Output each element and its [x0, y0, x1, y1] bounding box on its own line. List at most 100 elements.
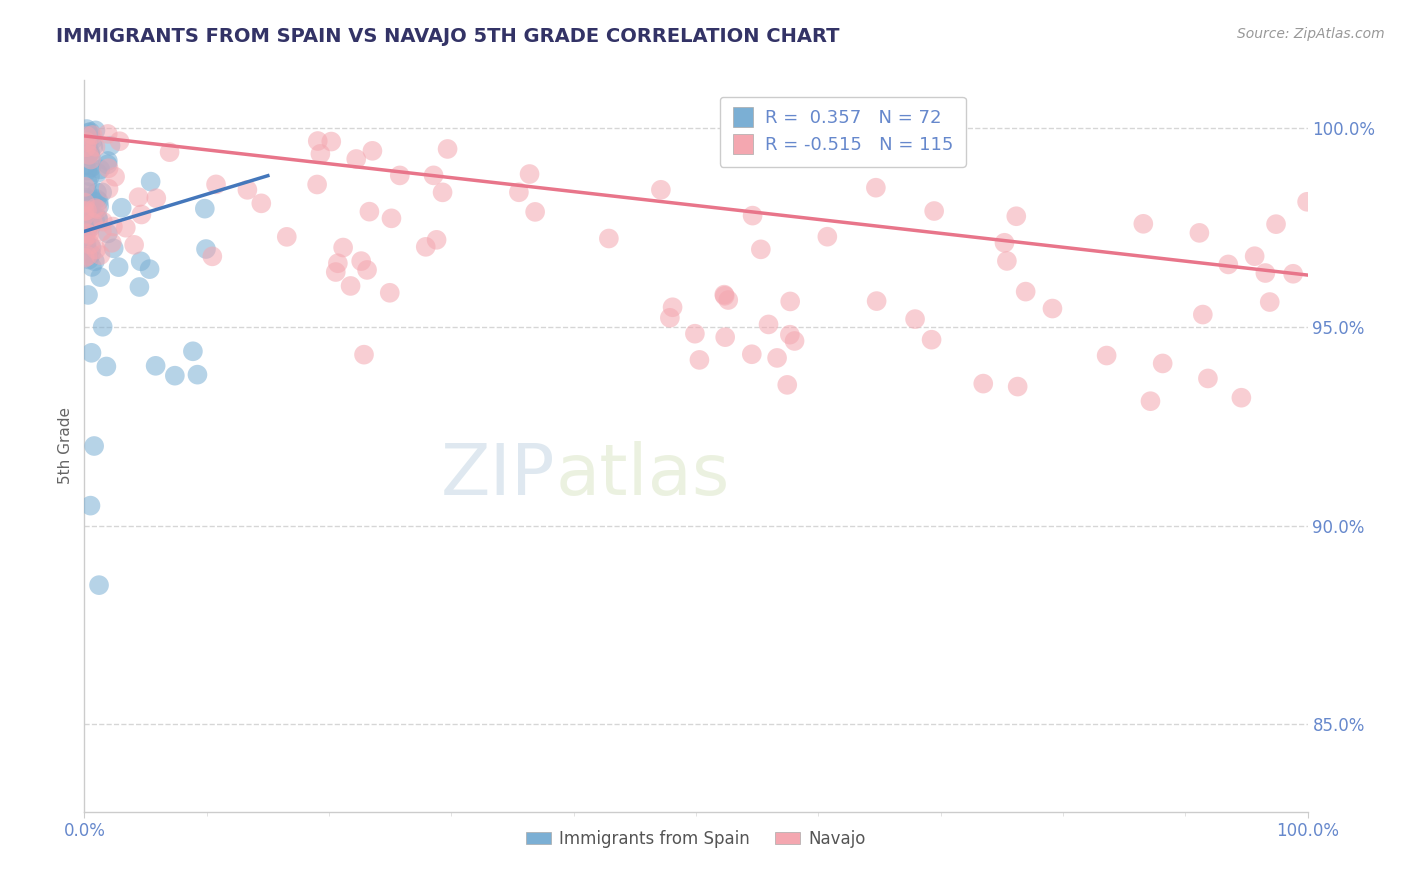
Point [159, 145, 181, 160]
Point [80, 149, 103, 163]
Point [650, 183, 672, 197]
Point [77, 126, 100, 140]
Point [79, 169, 101, 184]
Point [79, 217, 101, 231]
Point [97, 127, 120, 141]
Point [90, 224, 112, 238]
Point [326, 256, 349, 270]
Point [89, 248, 111, 262]
Point [87, 578, 110, 592]
Point [776, 377, 799, 392]
Point [84, 213, 107, 227]
Point [80, 161, 103, 175]
Point [344, 152, 367, 166]
Point [76, 203, 98, 218]
Point [80, 240, 103, 254]
Point [101, 219, 124, 234]
Point [104, 169, 127, 184]
Point [91, 186, 114, 200]
Legend: Immigrants from Spain, Navajo: Immigrants from Spain, Navajo [519, 823, 873, 855]
Point [75, 159, 97, 173]
Point [250, 196, 273, 211]
Point [972, 376, 994, 391]
Point [108, 134, 131, 148]
Point [79, 145, 101, 160]
Point [80, 201, 103, 215]
Point [75, 230, 97, 244]
Point [73, 251, 96, 265]
Point [76, 163, 98, 178]
Point [76, 226, 98, 240]
Point [86, 186, 108, 200]
Text: ZIP: ZIP [441, 441, 555, 509]
Point [1191, 308, 1213, 322]
Y-axis label: 5th Grade: 5th Grade [58, 408, 73, 484]
Point [75, 239, 97, 253]
Point [201, 249, 224, 263]
Point [993, 235, 1015, 250]
Point [1139, 394, 1161, 409]
Point [79, 220, 101, 235]
Point [661, 300, 683, 314]
Point [77, 146, 100, 161]
Point [84, 140, 107, 154]
Point [276, 230, 298, 244]
Point [1005, 209, 1028, 223]
Point [86, 202, 108, 217]
Point [73, 193, 96, 207]
Point [91, 215, 114, 229]
Point [79, 125, 101, 139]
Point [77, 252, 100, 267]
Point [359, 204, 381, 219]
Point [309, 146, 332, 161]
Point [380, 211, 402, 226]
Point [783, 334, 806, 348]
Point [79, 237, 101, 252]
Point [103, 241, 125, 255]
Point [1188, 226, 1211, 240]
Point [1197, 371, 1219, 385]
Point [84, 243, 107, 257]
Point [1230, 391, 1253, 405]
Text: IMMIGRANTS FROM SPAIN VS NAVAJO 5TH GRADE CORRELATION CHART: IMMIGRANTS FROM SPAIN VS NAVAJO 5TH GRAD… [56, 27, 839, 45]
Point [779, 294, 801, 309]
Point [688, 352, 710, 367]
Point [186, 368, 208, 382]
Point [436, 142, 458, 156]
Point [107, 260, 129, 274]
Point [779, 327, 801, 342]
Point [922, 204, 945, 219]
Point [87, 211, 110, 225]
Point [76, 129, 98, 144]
Point [87, 194, 110, 209]
Point [1254, 266, 1277, 280]
Point [508, 186, 530, 200]
Point [82, 133, 104, 147]
Point [82, 139, 104, 153]
Point [519, 167, 541, 181]
Point [76, 185, 98, 199]
Point [89, 199, 111, 213]
Point [356, 263, 378, 277]
Point [194, 202, 217, 216]
Point [128, 190, 150, 204]
Point [904, 312, 927, 326]
Point [84, 123, 107, 137]
Point [1243, 249, 1265, 263]
Point [97, 227, 120, 241]
Point [100, 235, 122, 250]
Point [97, 182, 120, 196]
Point [77, 220, 100, 235]
Point [865, 180, 887, 194]
Point [307, 178, 329, 192]
Point [76, 236, 98, 251]
Point [766, 351, 789, 365]
Point [307, 134, 329, 148]
Point [1095, 349, 1118, 363]
Point [713, 289, 735, 303]
Point [73, 179, 96, 194]
Point [1132, 217, 1154, 231]
Point [145, 359, 167, 373]
Point [714, 330, 737, 344]
Point [80, 346, 103, 360]
